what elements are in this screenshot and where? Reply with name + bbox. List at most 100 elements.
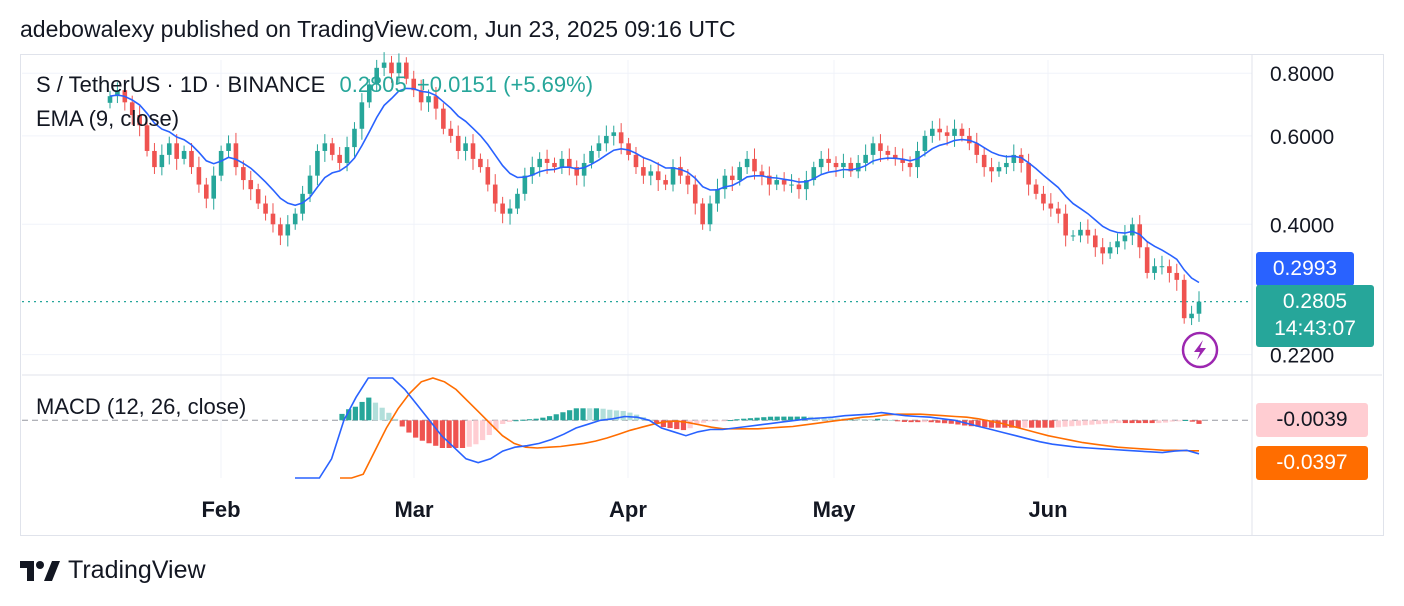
macd-histogram-bar [988, 420, 995, 428]
candle-body [492, 184, 498, 204]
macd-legend[interactable]: MACD (12, 26, close) [36, 394, 247, 419]
candle-body [1048, 203, 1054, 209]
candle-body [537, 158, 542, 168]
candle-body [181, 150, 187, 159]
macd-histogram-bar [915, 420, 921, 423]
macd-histogram-bar [975, 420, 981, 427]
macd-histogram-bar [433, 420, 439, 446]
last-price-value: 0.2805 [1282, 290, 1348, 313]
macd-histogram-bar [895, 420, 901, 422]
alert-icon-bolt [1194, 340, 1206, 360]
candle-body [581, 162, 587, 176]
candle-body [404, 62, 409, 79]
time-tick-label: Jun [1028, 497, 1067, 522]
candle-body [241, 167, 246, 181]
candle-body [818, 158, 824, 168]
candle-body [463, 143, 468, 151]
macd-histogram-bar [520, 419, 526, 421]
macd-histogram-bar [660, 420, 666, 428]
candle-body [633, 154, 639, 168]
candle-body [433, 96, 439, 109]
candle-body [774, 180, 780, 185]
macd-histogram-bar [1089, 420, 1095, 425]
macd-histogram-bar [386, 412, 392, 421]
time-tick-label: Apr [609, 497, 647, 522]
candle-body [159, 154, 165, 168]
candle-body [626, 143, 631, 155]
footer-brand[interactable]: TradingView [20, 556, 206, 585]
macd-histogram-bar [573, 408, 579, 421]
macd-histogram-bar [707, 420, 713, 422]
macd-histogram-bar [372, 402, 379, 421]
macd-histogram-bar [1029, 420, 1035, 428]
candle-body [1181, 279, 1187, 319]
macd-histogram-bar [982, 420, 988, 428]
macd-histogram-bar [908, 420, 914, 423]
candle-body [478, 158, 483, 168]
symbol-legend[interactable]: S / TetherUS · 1D · BINANCE 0.2805 +0.01… [36, 72, 593, 98]
macd-histogram-bar [533, 418, 539, 421]
macd-histogram-bar [1156, 420, 1162, 424]
macd-histogram-bar [654, 420, 660, 424]
candle-body [848, 162, 854, 172]
candle-body [189, 150, 194, 168]
ema-legend[interactable]: EMA (9, close) [36, 106, 180, 131]
macd-histogram-bar [781, 416, 787, 421]
macd-histogram-bar [1022, 420, 1028, 428]
candle-body [137, 115, 142, 126]
candle-body [1100, 247, 1105, 254]
macd-histogram-bar [379, 407, 385, 421]
candle-body [1189, 313, 1194, 319]
candle-body [981, 154, 987, 168]
candle-body [729, 175, 735, 181]
symbol-label: S / TetherUS · 1D · BINANCE [36, 72, 326, 97]
candle-body [1070, 235, 1076, 237]
macd-histogram-bar [861, 419, 867, 421]
chart-frame[interactable] [20, 54, 1384, 536]
macd-histogram-bar [667, 420, 673, 429]
macd-histogram-bar [620, 410, 626, 421]
candle-body [226, 143, 231, 151]
candle-body [307, 175, 313, 194]
candle-body [892, 154, 898, 159]
macd-histogram-bar [881, 418, 887, 421]
macd-histogram-bar [1042, 420, 1048, 428]
macd-histogram-bar [1176, 420, 1182, 422]
macd-histogram-bar [466, 420, 472, 447]
candle-body [678, 167, 683, 176]
candle-body [974, 143, 980, 155]
time-tick-label: Feb [201, 497, 240, 522]
candle-body [1033, 184, 1039, 194]
candle-body [1018, 154, 1024, 163]
macd-histogram-bar [700, 420, 707, 423]
macd-histogram-bar [506, 420, 512, 422]
candle-body [841, 162, 846, 168]
candle-body [1130, 224, 1135, 236]
macd-histogram-bar [406, 420, 412, 433]
candle-body [930, 128, 935, 136]
ema-price-label: 0.2993 [1256, 252, 1354, 286]
candle-body [381, 62, 387, 68]
candle-body [522, 175, 528, 194]
candle-body [344, 147, 350, 163]
candle-body [448, 128, 454, 136]
macd-histogram-bar [1102, 420, 1108, 424]
candle-body [374, 67, 379, 85]
candle-body [322, 143, 328, 151]
candle-body [559, 158, 565, 168]
candle-body [359, 102, 365, 129]
candle-body [211, 175, 217, 199]
macd-histogram-bar [901, 420, 908, 422]
candle-body [700, 203, 705, 225]
candle-body [715, 189, 720, 204]
macd-pane [22, 377, 1252, 479]
candle-body [1174, 272, 1180, 280]
macd-histogram-bar [714, 420, 720, 422]
macd-histogram-bar [1122, 420, 1128, 424]
macd-histogram-bar [721, 420, 727, 422]
macd-histogram-bar [352, 406, 358, 421]
macd-histogram-bar [459, 420, 466, 448]
macd-histogram-bar [1069, 420, 1075, 427]
candle-body [500, 203, 505, 214]
